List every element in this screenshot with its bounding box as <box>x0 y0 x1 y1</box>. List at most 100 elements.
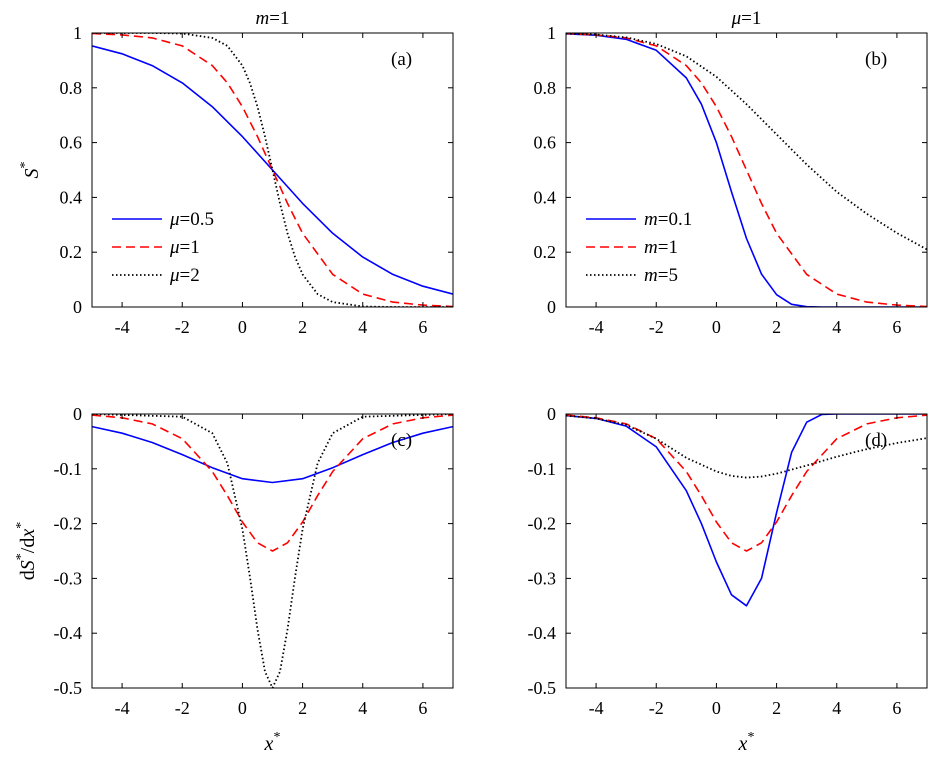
series-line-c-0 <box>92 425 453 484</box>
y-tick-label: 0.2 <box>60 242 83 262</box>
x-tick-label: -2 <box>175 698 190 718</box>
legend-entry: m=0.1 <box>644 209 692 230</box>
axes-frame <box>91 413 454 689</box>
x-axis-label: x* <box>738 730 755 755</box>
series-line-a-0 <box>92 45 453 295</box>
text-part: =1 <box>658 237 678 258</box>
panel-title: μ=1 <box>731 8 762 29</box>
y-axis-label-star: * <box>14 553 29 560</box>
y-tick-label: 0.4 <box>534 187 557 207</box>
x-tick-label: 4 <box>832 698 841 718</box>
series-line-a-2 <box>92 33 453 307</box>
x-tick-label: 2 <box>772 698 781 718</box>
x-tick-label: -4 <box>589 317 604 337</box>
legend: m=0.1m=1m=5 <box>586 209 692 286</box>
y-tick-label: 1 <box>547 23 556 43</box>
panel-c: -4 -2 0 2 4 6-0.5-0.4-0.3-0.2-0.10(c)x*dS*/dx… <box>14 404 454 755</box>
text-part: =1 <box>741 8 761 29</box>
x-tick-label: 6 <box>418 698 427 718</box>
legend-entry: μ=2 <box>169 265 200 286</box>
y-axis-label-text: d <box>17 570 39 580</box>
series-line-d-0 <box>566 414 927 607</box>
y-tick-label: -0.1 <box>528 459 557 479</box>
text-part: μ <box>169 265 180 286</box>
series-line-a-1 <box>92 33 453 307</box>
panel-label: (d) <box>865 430 887 451</box>
panel-label: (a) <box>391 49 412 70</box>
y-tick-label: -0.1 <box>54 459 83 479</box>
text-part: μ <box>169 237 180 258</box>
legend-entry: m=5 <box>644 265 678 286</box>
y-tick-label: -0.5 <box>54 678 83 698</box>
series-line-d-2 <box>566 414 927 479</box>
text-part: =5 <box>658 265 678 286</box>
x-axis-label-star: * <box>273 730 280 745</box>
series-line-c-2 <box>92 414 453 688</box>
y-tick-label: 0.4 <box>60 187 83 207</box>
legend: μ=0.5μ=1μ=2 <box>112 209 214 286</box>
y-tick-label: -0.2 <box>54 514 83 534</box>
panel-a: -4 -2 0 2 4 600.20.40.60.81m=1(a)S*μ=0.5μ=1μ=… <box>18 8 454 337</box>
x-tick-label: -2 <box>649 317 664 337</box>
y-tick-label: -0.3 <box>54 568 83 588</box>
x-axis-label: x* <box>264 730 281 755</box>
x-tick-label: 0 <box>238 317 247 337</box>
x-tick-label: 2 <box>298 698 307 718</box>
y-axis-label-text: S <box>17 560 39 570</box>
y-tick-label: 0.6 <box>60 133 83 153</box>
panel-b: -4 -2 0 2 4 600.20.40.60.81μ=1(b)m=0.1m=1m=5 <box>534 8 928 337</box>
text-part: =2 <box>180 265 200 286</box>
series-line-b-0 <box>566 33 927 307</box>
x-tick-label: 6 <box>892 698 901 718</box>
series-line-c-1 <box>92 414 453 552</box>
text-part: =1 <box>269 8 289 29</box>
y-axis-label-text: x <box>17 529 39 539</box>
y-tick-label: -0.4 <box>54 623 83 643</box>
axes-frame <box>565 413 928 689</box>
text-part: m <box>644 237 658 258</box>
text-part: m <box>644 265 658 286</box>
x-tick-label: 0 <box>238 698 247 718</box>
x-tick-label: 4 <box>832 317 841 337</box>
x-tick-label: 4 <box>358 317 367 337</box>
text-part: =0.1 <box>658 209 692 230</box>
series-line-b-2 <box>566 33 927 251</box>
y-tick-label: -0.4 <box>528 623 557 643</box>
y-tick-label: 0 <box>547 297 556 317</box>
y-tick-label: 1 <box>73 23 82 43</box>
axes-frame <box>91 32 454 308</box>
y-axis-label: S* <box>18 162 43 179</box>
x-tick-label: -4 <box>589 698 604 718</box>
axes-frame <box>565 32 928 308</box>
x-axis-label-text: x <box>264 733 274 755</box>
y-tick-label: 0.8 <box>60 78 83 98</box>
legend-entry: m=1 <box>644 237 678 258</box>
panel-label: (b) <box>865 49 887 70</box>
x-tick-label: 0 <box>712 698 721 718</box>
y-tick-label: 0 <box>73 297 82 317</box>
x-tick-label: -4 <box>115 317 130 337</box>
legend-entry: μ=0.5 <box>169 209 214 230</box>
panel-d: -4 -2 0 2 4 6 -0.5 -0.4 -0.3 -0.2 -0.1 0 (d) x* <box>528 404 928 755</box>
text-part: m <box>256 8 270 29</box>
y-tick-label: 0.8 <box>534 78 557 98</box>
text-part: μ <box>731 8 742 29</box>
x-tick-label: -2 <box>649 698 664 718</box>
text-part: =1 <box>180 237 200 258</box>
panel-label: (c) <box>391 430 412 451</box>
y-tick-label: -0.3 <box>528 568 557 588</box>
text-part: m <box>644 209 658 230</box>
series-line-d-1 <box>566 414 927 552</box>
x-tick-label: 6 <box>418 317 427 337</box>
x-tick-label: -4 <box>115 698 130 718</box>
y-axis-label-star: * <box>18 162 33 169</box>
y-tick-label: 0.2 <box>534 242 557 262</box>
text-part: μ <box>169 209 180 230</box>
x-tick-label: 4 <box>358 698 367 718</box>
x-tick-label: -2 <box>175 317 190 337</box>
x-tick-label: 2 <box>772 317 781 337</box>
y-axis-label-text: S <box>21 169 43 179</box>
x-axis-label-text: x <box>738 733 748 755</box>
